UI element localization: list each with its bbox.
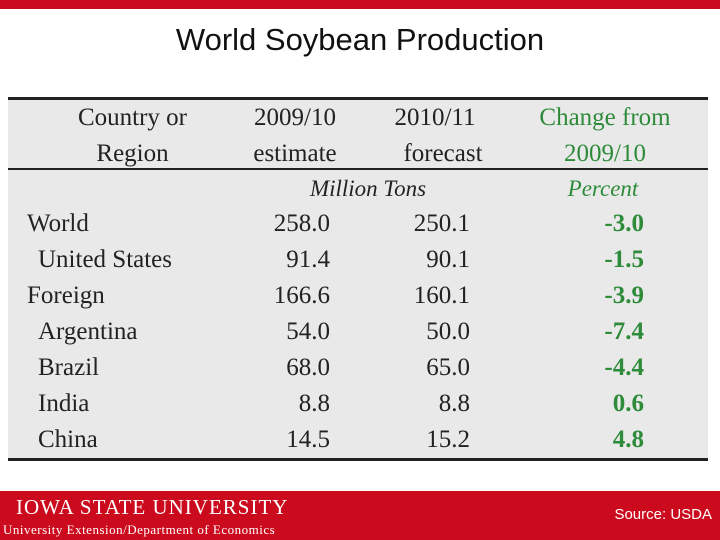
- row-us-forecast: 90.1: [426, 246, 470, 273]
- row-china-forecast: 15.2: [426, 426, 470, 453]
- row-brazil-forecast: 65.0: [426, 354, 470, 381]
- header-change-line1: Change from: [539, 104, 671, 131]
- table-header-rule: [8, 168, 708, 170]
- header-forecast-line1: 2010/11: [394, 104, 476, 131]
- row-argentina-region: Argentina: [38, 318, 138, 345]
- row-world-estimate: 258.0: [273, 210, 330, 237]
- table-top-rule: [8, 97, 708, 100]
- row-brazil-change: -4.4: [604, 354, 644, 381]
- source-label: Source: USDA: [614, 506, 712, 523]
- row-us-estimate: 91.4: [286, 246, 330, 273]
- row-world-region: World: [27, 210, 89, 237]
- header-region-line2: Region: [96, 140, 169, 167]
- row-us-change: -1.5: [604, 246, 644, 273]
- row-india-change: 0.6: [612, 390, 644, 417]
- row-foreign-region: Foreign: [27, 282, 105, 309]
- unit-percent: Percent: [567, 176, 639, 201]
- row-india-estimate: 8.8: [298, 390, 330, 417]
- row-brazil-region: Brazil: [38, 354, 100, 381]
- row-us-region: United States: [38, 246, 173, 273]
- row-argentina-forecast: 50.0: [426, 318, 470, 345]
- row-foreign-estimate: 166.6: [273, 282, 330, 309]
- production-table: Country or Region 2009/10 estimate 2010/…: [8, 97, 708, 461]
- row-argentina-change: -7.4: [604, 318, 644, 345]
- row-brazil-estimate: 68.0: [286, 354, 330, 381]
- row-foreign-change: -3.9: [604, 282, 644, 309]
- row-india-region: India: [38, 390, 90, 417]
- row-world-forecast: 250.1: [413, 210, 470, 237]
- row-china-region: China: [38, 426, 98, 453]
- header-change-line2: 2009/10: [564, 140, 646, 167]
- row-india-forecast: 8.8: [438, 390, 470, 417]
- row-foreign-forecast: 160.1: [413, 282, 470, 309]
- row-china-change: 4.8: [612, 426, 644, 453]
- footer-bar: IOWA STATE UNIVERSITY University Extensi…: [0, 491, 720, 540]
- header-estimate-line1: 2009/10: [254, 104, 336, 131]
- header-estimate-line2: estimate: [253, 140, 337, 167]
- header-region-line1: Country or: [77, 104, 188, 131]
- iowa-state-logo: IOWA STATE UNIVERSITY: [16, 495, 289, 519]
- department-label: University Extension/Department of Econo…: [3, 522, 276, 537]
- row-china-estimate: 14.5: [286, 426, 330, 453]
- row-argentina-estimate: 54.0: [286, 318, 330, 345]
- header-forecast-line2: forecast: [403, 140, 483, 167]
- row-world-change: -3.0: [604, 210, 644, 237]
- top-accent-bar: [0, 0, 720, 9]
- unit-million-tons: Million Tons: [309, 176, 427, 201]
- table-bottom-rule: [8, 458, 708, 461]
- slide-title: World Soybean Production: [175, 22, 545, 57]
